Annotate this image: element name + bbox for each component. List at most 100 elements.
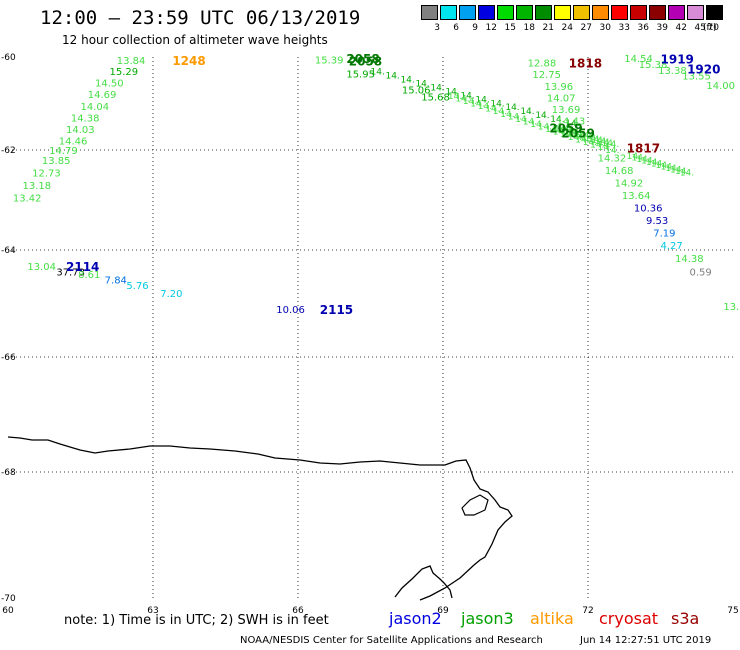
track-mark: 14.	[455, 94, 469, 104]
track-mark: 14.	[478, 102, 492, 112]
pass-time-label: 2058	[349, 55, 382, 69]
track-marks: 14. 14. 14. 14. 14. 14. 14. 14. 14. 14. 14. 14. 14. 1…	[371, 68, 695, 179]
track-mark: 14.	[665, 164, 679, 174]
track-mark: 14.	[578, 132, 592, 142]
track-mark: 14.	[415, 80, 429, 90]
track-mark: 14.	[554, 124, 568, 134]
track-mark: 14.	[564, 128, 578, 138]
lat-tick-label: -62	[1, 146, 16, 156]
track-mark: 14.	[591, 136, 605, 146]
lon-tick-label: 72	[582, 606, 593, 616]
legend-swatch	[649, 5, 666, 20]
swh-label: 14.03	[66, 125, 95, 136]
track-mark: 14.	[571, 130, 585, 140]
legend-label: 42	[675, 23, 687, 33]
track-mark: 14.	[493, 107, 507, 117]
lon-tick-label: 63	[147, 606, 158, 616]
track-mark: 14.	[485, 105, 499, 115]
track-mark: 14.	[385, 72, 399, 82]
lat-tick-label: -64	[1, 246, 16, 256]
track-mark: 14.	[550, 115, 564, 125]
track-mark: 14.	[598, 143, 612, 153]
credit-line: NOAA/NESDIS Center for Satellite Applica…	[240, 635, 543, 646]
legend-swatch	[687, 5, 704, 20]
legend-swatch	[497, 5, 514, 20]
swh-label: 14.00	[706, 81, 735, 92]
track-mark: 14.	[605, 140, 619, 150]
track-mark: 14.	[646, 158, 660, 168]
legend-label: 12	[485, 23, 497, 33]
track-mark: 14.	[595, 137, 609, 147]
legend-label: 9	[472, 23, 478, 33]
track-mark: 14.	[575, 135, 589, 145]
swh-label: 14.68	[605, 166, 634, 177]
legend-label: 36	[637, 23, 649, 33]
legend-unit: (ft)	[703, 23, 717, 33]
satellite-jason3: jason3	[461, 609, 514, 628]
track-mark: 14.	[475, 95, 489, 105]
legend-swatch	[421, 5, 438, 20]
pass-time-label: 2058	[346, 52, 379, 66]
track-mark: 14.	[535, 111, 549, 121]
pass-time-label: 1920	[687, 63, 720, 77]
track-mark: 14.	[463, 97, 477, 107]
track-mark: 14.	[605, 146, 619, 156]
track-mark: 14.	[430, 83, 444, 93]
swh-label: 14.32	[598, 154, 627, 165]
coastline-bay	[394, 565, 453, 599]
track-mark: 14.	[585, 134, 599, 144]
satellite-cryosat: cryosat	[599, 609, 659, 628]
swh-labels: 13.8415.2914.5014.6914.0414.3814.0314.46…	[13, 54, 740, 316]
pass-time-label: 1919	[661, 52, 694, 66]
swh-label: 13.69	[552, 105, 581, 116]
coastline	[7, 436, 513, 601]
generation-timestamp: Jun 14 12:27:51 UTC 2019	[580, 635, 712, 646]
swh-label: 12.75	[532, 70, 561, 81]
graticule	[8, 57, 733, 598]
legend-swatch	[554, 5, 571, 20]
track-mark: 14.	[445, 87, 459, 97]
track-mark: 14.	[568, 133, 582, 143]
satellite-altika: altika	[530, 609, 574, 628]
swh-label: 13.64	[622, 191, 651, 202]
legend-swatch	[535, 5, 552, 20]
swh-label: 4.27	[661, 241, 683, 252]
swh-label: 12.73	[32, 169, 61, 180]
pass-time-label: 1248	[172, 54, 205, 68]
legend-swatch	[668, 5, 685, 20]
track-mark: 14.	[505, 103, 519, 113]
swh-label: 15.38	[639, 60, 668, 71]
pass-time-label: 2114	[66, 260, 99, 274]
track-mark: 14.	[568, 129, 582, 139]
track-mark: 14.	[651, 160, 665, 170]
swh-label: 7.20	[160, 289, 182, 300]
track-mark: 14.	[588, 135, 602, 145]
swh-label: 14.43	[557, 117, 586, 128]
swh-label: 37.73	[56, 267, 85, 278]
swh-label: 13.55	[682, 72, 711, 83]
track-mark: 14.	[565, 119, 579, 129]
swh-label: 10.06	[276, 305, 305, 316]
lon-tick-label: 66	[292, 606, 304, 616]
swh-label: 13.04	[27, 262, 56, 273]
swh-label: 14.69	[88, 90, 117, 101]
lat-tick-label: -66	[1, 353, 16, 363]
track-mark: 14.	[661, 163, 675, 173]
coastline-main	[7, 436, 513, 601]
pass-time-label: 2115	[320, 303, 353, 317]
legend-label: 6	[453, 23, 459, 33]
track-mark: 14.	[530, 120, 544, 130]
swh-label: 9.53	[646, 216, 668, 227]
swh-label: 14.46	[59, 137, 88, 148]
legend-swatch	[630, 5, 647, 20]
legend-swatch	[440, 5, 457, 20]
island	[461, 494, 489, 516]
legend-swatch	[592, 5, 609, 20]
track-mark: 14.	[460, 91, 474, 101]
swh-label: 13.38	[658, 66, 687, 77]
swh-label: 13.84	[117, 56, 146, 67]
track-mark: 14.	[538, 123, 552, 133]
swh-label: 13.53	[723, 302, 740, 313]
